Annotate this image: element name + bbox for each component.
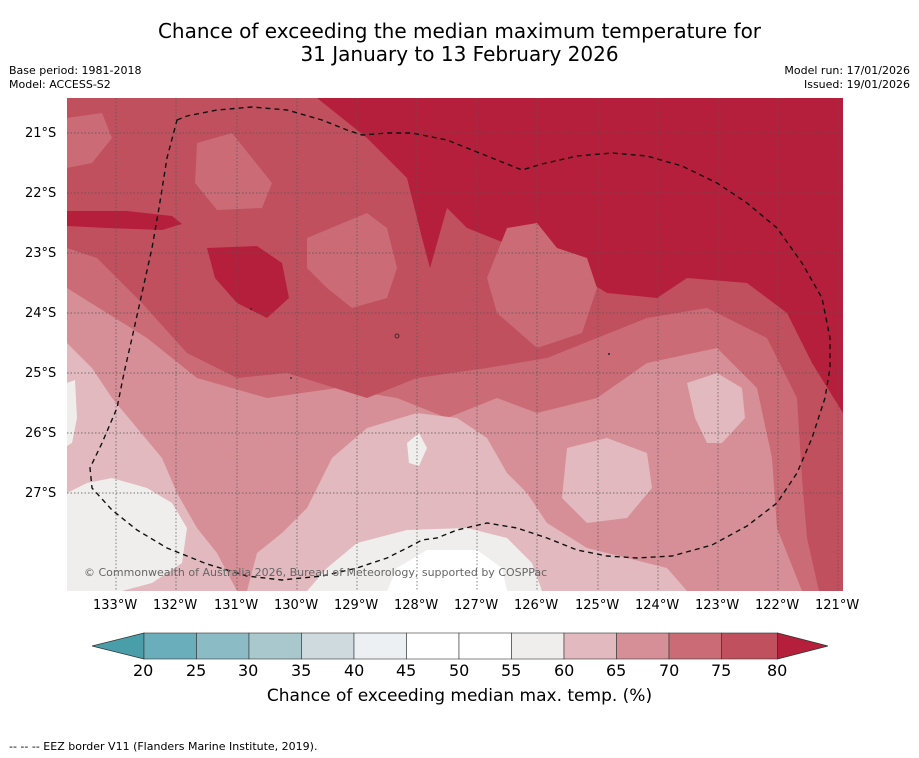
band-above-80 <box>317 98 843 413</box>
colorbar-bin <box>406 632 460 660</box>
lat-label-24s: 24°S <box>25 306 57 321</box>
colorbar-tick: 65 <box>606 661 627 680</box>
lon-label-130w: 130°W <box>274 598 319 613</box>
lat-label-22s: 22°S <box>25 186 57 201</box>
lon-label-123w: 123°W <box>695 598 740 613</box>
band-60-65-east <box>562 438 652 523</box>
colorbar-above-80-arrow <box>777 632 829 660</box>
band-70-75-patch2 <box>307 213 397 308</box>
colorbar-bin <box>248 632 302 660</box>
colorbar-tick: 35 <box>291 661 312 680</box>
colorbar-bin <box>353 632 407 660</box>
colorbar-tick: 40 <box>344 661 365 680</box>
model-label: Model: ACCESS-S2 <box>9 78 111 91</box>
lon-label-125w: 125°W <box>575 598 620 613</box>
lon-label-133w: 133°W <box>93 598 138 613</box>
band-above-80-west <box>207 246 289 318</box>
colorbar-bin <box>301 632 355 660</box>
lat-label-23s: 23°S <box>25 246 57 261</box>
colorbar-tick: 60 <box>554 661 575 680</box>
band-55-60 <box>67 478 187 591</box>
colorbar-bin <box>616 632 670 660</box>
lon-label-122w: 122°W <box>755 598 800 613</box>
band-60-65-east2 <box>687 373 745 443</box>
band-70-75-patch4 <box>487 223 597 348</box>
colorbar-tick: 55 <box>501 661 522 680</box>
lon-label-127w: 127°W <box>454 598 499 613</box>
colorbar-bin <box>721 632 778 660</box>
colorbar-tick: 25 <box>186 661 207 680</box>
lon-label-121w: 121°W <box>815 598 860 613</box>
colorbar-tick: 70 <box>659 661 680 680</box>
chart-title-line2: 31 January to 13 February 2026 <box>300 42 619 66</box>
colorbar <box>91 632 829 660</box>
lon-label-128w: 128°W <box>394 598 439 613</box>
colorbar-label: Chance of exceeding median max. temp. (%… <box>266 686 653 706</box>
colorbar-bin <box>563 632 617 660</box>
colorbar-bin <box>511 632 565 660</box>
island-marker <box>608 353 610 355</box>
colorbar-tick: 80 <box>767 661 788 680</box>
probability-map <box>67 98 843 591</box>
colorbar-below-20-arrow <box>91 632 145 660</box>
island-marker <box>290 377 292 379</box>
lat-label-21s: 21°S <box>25 126 57 141</box>
lon-label-129w: 129°W <box>334 598 379 613</box>
colorbar-tick: 20 <box>133 661 154 680</box>
model-run-label: Model run: 17/01/2026 <box>784 64 910 77</box>
lat-label-25s: 25°S <box>25 366 57 381</box>
lon-label-132w: 132°W <box>153 598 198 613</box>
colorbar-bin <box>143 632 197 660</box>
base-period-label: Base period: 1981-2018 <box>9 64 142 77</box>
colorbar-bin <box>668 632 722 660</box>
lon-label-126w: 126°W <box>514 598 559 613</box>
island-marker <box>250 308 252 310</box>
lat-label-26s: 26°S <box>25 426 57 441</box>
island-marker <box>394 333 400 339</box>
colorbar-tick: 30 <box>238 661 259 680</box>
band-above-80-strip <box>67 211 182 230</box>
lon-label-131w: 131°W <box>214 598 259 613</box>
lat-label-27s: 27°S <box>25 486 57 501</box>
colorbar-tick: 50 <box>449 661 470 680</box>
band-55-60-westedge <box>67 380 77 446</box>
copyright-credit: © Commonwealth of Australia 2026, Bureau… <box>84 566 548 579</box>
colorbar-tick: 75 <box>711 661 732 680</box>
issued-label: Issued: 19/01/2026 <box>803 78 910 91</box>
lon-label-124w: 124°W <box>635 598 680 613</box>
colorbar-bin <box>196 632 250 660</box>
band-70-75-patch1 <box>195 133 272 210</box>
eez-footnote: -- -- -- EEZ border V11 (Flanders Marine… <box>9 740 318 753</box>
colorbar-tick: 45 <box>396 661 417 680</box>
band-70-75-patch3 <box>67 113 112 168</box>
graticule <box>67 98 843 591</box>
chart-title-line1: Chance of exceeding the median maximum t… <box>157 19 762 43</box>
colorbar-bin <box>458 632 512 660</box>
eez-border <box>89 106 831 581</box>
